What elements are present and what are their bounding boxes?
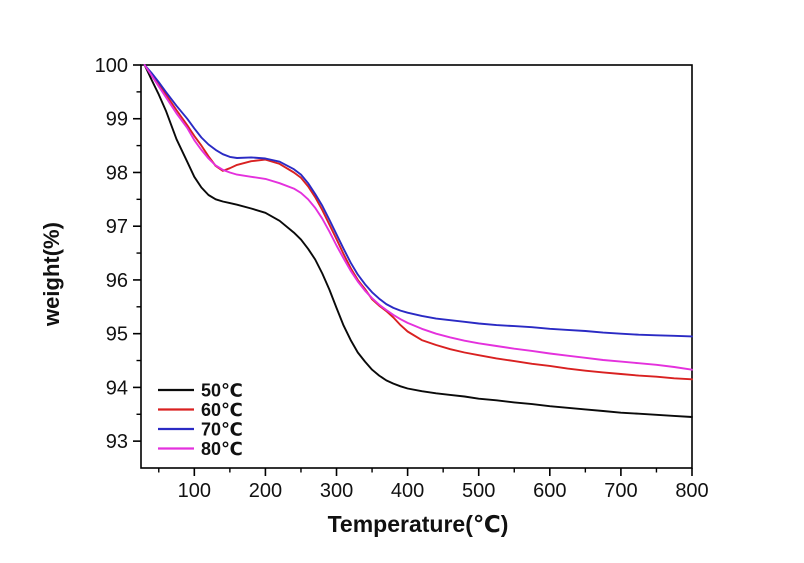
y-tick-label: 96 <box>106 270 128 292</box>
y-tick-label: 100 <box>95 55 128 77</box>
y-tick-label: 95 <box>106 324 128 346</box>
x-tick-label: 300 <box>320 480 353 502</box>
series-line-70℃ <box>143 64 693 338</box>
x-tick-label: 100 <box>178 480 211 502</box>
y-tick-label: 94 <box>106 377 128 399</box>
series-line-80℃ <box>143 64 693 371</box>
x-tick-label: 700 <box>604 480 637 502</box>
x-axis-title: Temperature(℃) <box>328 511 509 537</box>
legend-label-60℃: 60℃ <box>201 400 243 420</box>
y-tick-label: 93 <box>106 431 128 453</box>
x-tick-label: 400 <box>391 480 424 502</box>
y-tick-label: 99 <box>106 109 128 131</box>
x-tick-label: 600 <box>533 480 566 502</box>
x-tick-label: 200 <box>249 480 282 502</box>
legend-label-80℃: 80℃ <box>201 439 243 459</box>
y-axis-title: weight(%) <box>39 222 64 327</box>
x-tick-label: 800 <box>675 480 708 502</box>
legend-label-70℃: 70℃ <box>201 420 243 440</box>
plot-frame <box>140 64 693 469</box>
y-tick-label: 98 <box>106 162 128 184</box>
y-tick-label: 97 <box>106 216 128 238</box>
series-line-50℃ <box>143 64 693 418</box>
legend-label-50℃: 50℃ <box>201 381 243 401</box>
x-tick-label: 500 <box>462 480 495 502</box>
series-line-60℃ <box>143 64 693 381</box>
